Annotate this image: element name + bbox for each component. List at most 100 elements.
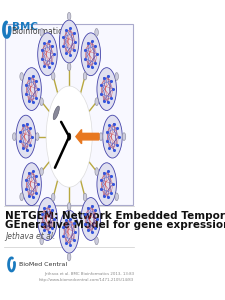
Circle shape — [103, 115, 122, 158]
Circle shape — [20, 193, 23, 201]
Point — [25, 121, 29, 126]
Circle shape — [40, 168, 43, 176]
Point — [106, 195, 110, 200]
Text: NETGEM: Network Embedded Temporal: NETGEM: Network Embedded Temporal — [5, 211, 225, 221]
Point — [83, 56, 87, 61]
Point — [24, 177, 28, 182]
Point — [115, 126, 119, 130]
Circle shape — [22, 68, 41, 110]
Point — [31, 195, 34, 200]
Point — [72, 221, 76, 226]
Point — [105, 130, 109, 134]
Point — [47, 203, 50, 208]
Point — [108, 123, 111, 128]
Point — [29, 143, 32, 148]
Point — [31, 74, 34, 78]
Point — [90, 230, 94, 235]
Point — [64, 241, 68, 246]
Point — [112, 121, 115, 126]
Point — [99, 177, 103, 182]
Point — [102, 170, 106, 175]
Point — [18, 139, 22, 144]
Point — [47, 39, 50, 44]
Point — [102, 98, 106, 103]
Point — [115, 143, 119, 148]
Point — [90, 203, 94, 208]
Circle shape — [83, 193, 87, 201]
Point — [50, 208, 54, 213]
Point — [21, 123, 25, 128]
Point — [90, 39, 94, 44]
Point — [83, 221, 87, 226]
Point — [27, 98, 30, 103]
Point — [29, 126, 32, 130]
Point — [36, 87, 39, 92]
Circle shape — [40, 28, 43, 36]
Circle shape — [81, 198, 101, 240]
Text: http://www.biomedcentral.com/1471-2105/14/83: http://www.biomedcentral.com/1471-2105/1… — [39, 278, 134, 282]
Point — [52, 217, 55, 221]
Point — [73, 39, 77, 44]
Point — [110, 190, 113, 195]
Point — [40, 47, 44, 52]
Point — [50, 60, 54, 65]
Circle shape — [83, 72, 87, 80]
Circle shape — [16, 115, 36, 158]
Circle shape — [40, 237, 43, 245]
Point — [86, 63, 90, 68]
Point — [72, 31, 76, 35]
Point — [50, 43, 54, 48]
Circle shape — [67, 63, 71, 70]
Point — [94, 60, 97, 65]
FancyBboxPatch shape — [5, 24, 133, 205]
Point — [83, 212, 87, 217]
Point — [27, 75, 30, 80]
Point — [34, 190, 38, 195]
Point — [110, 173, 113, 178]
Point — [36, 182, 39, 187]
Point — [18, 130, 22, 134]
Point — [34, 95, 38, 100]
Point — [52, 52, 55, 57]
Point — [68, 52, 72, 57]
Point — [86, 228, 90, 233]
Point — [106, 74, 110, 78]
Point — [72, 48, 76, 52]
Circle shape — [20, 73, 23, 80]
Circle shape — [95, 168, 99, 176]
Circle shape — [97, 68, 117, 110]
Text: GEnerative Model for gene expression data: GEnerative Model for gene expression dat… — [5, 220, 225, 230]
Text: BioMed Central: BioMed Central — [19, 262, 67, 267]
Point — [43, 40, 46, 45]
Point — [27, 170, 30, 175]
Circle shape — [99, 133, 103, 140]
Circle shape — [115, 73, 118, 80]
Circle shape — [59, 210, 79, 253]
Point — [50, 225, 54, 230]
Circle shape — [67, 253, 71, 261]
Point — [99, 91, 103, 96]
Point — [31, 100, 34, 104]
Circle shape — [81, 33, 101, 76]
Text: Bioinformatics: Bioinformatics — [11, 27, 67, 36]
Point — [110, 95, 113, 100]
Text: Jethava et al.: Jethava et al. — [5, 232, 56, 241]
Point — [68, 26, 72, 31]
Point — [95, 52, 99, 57]
Point — [24, 82, 28, 87]
Point — [73, 229, 77, 234]
FancyArrow shape — [76, 130, 99, 144]
Circle shape — [13, 133, 16, 140]
Text: Jethava et al. BMC Bioinformatics 2013, 13:83: Jethava et al. BMC Bioinformatics 2013, … — [44, 272, 134, 276]
Point — [83, 47, 87, 52]
Circle shape — [95, 237, 98, 245]
Point — [117, 134, 120, 139]
Circle shape — [67, 12, 71, 20]
Circle shape — [97, 163, 117, 206]
Circle shape — [67, 202, 71, 210]
Point — [95, 217, 99, 221]
Point — [94, 208, 97, 213]
Circle shape — [59, 20, 79, 63]
Circle shape — [38, 198, 57, 240]
Point — [99, 186, 103, 191]
